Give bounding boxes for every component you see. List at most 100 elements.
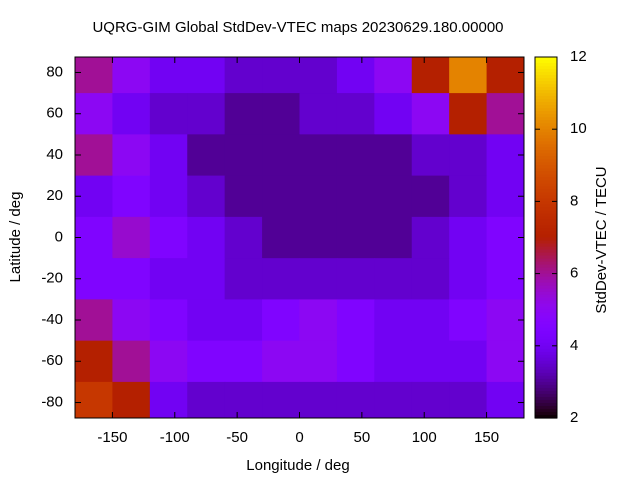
colorbar-step bbox=[535, 372, 557, 377]
colorbar-step bbox=[535, 132, 557, 136]
colorbar-step bbox=[535, 84, 557, 88]
cell bbox=[224, 216, 263, 259]
cell bbox=[374, 381, 413, 418]
cell bbox=[75, 57, 113, 94]
cell bbox=[112, 299, 151, 342]
colorbar-step bbox=[535, 273, 557, 278]
colorbar-tick-label: 6 bbox=[570, 265, 578, 282]
cell bbox=[224, 175, 263, 218]
cell bbox=[299, 258, 338, 300]
cell bbox=[449, 381, 488, 418]
colorbar-step bbox=[535, 309, 557, 314]
colorbar-step bbox=[535, 246, 557, 251]
cell bbox=[149, 216, 188, 259]
colorbar-step bbox=[535, 396, 557, 401]
cell bbox=[449, 216, 488, 259]
colorbar-step bbox=[535, 231, 557, 236]
colorbar-step bbox=[535, 171, 557, 175]
cell bbox=[336, 299, 375, 342]
colorbar-step bbox=[535, 276, 557, 281]
colorbar-tick-label: 12 bbox=[570, 48, 587, 65]
cell bbox=[299, 340, 338, 383]
cell bbox=[336, 57, 375, 94]
y-tick-label: 40 bbox=[46, 146, 63, 163]
cell bbox=[187, 175, 226, 218]
cell bbox=[262, 258, 300, 300]
cell bbox=[411, 216, 450, 259]
colorbar-step bbox=[535, 306, 557, 311]
cell bbox=[336, 134, 375, 177]
cell bbox=[374, 57, 413, 94]
cell bbox=[262, 340, 300, 383]
cell bbox=[262, 134, 300, 177]
colorbar-step bbox=[535, 159, 557, 163]
colorbar-tick-label: 4 bbox=[570, 337, 578, 354]
colorbar-step bbox=[535, 117, 557, 121]
y-tick-label: 0 bbox=[55, 228, 63, 245]
colorbar-step bbox=[535, 279, 557, 284]
cell bbox=[262, 299, 300, 342]
y-tick-label: -60 bbox=[41, 352, 63, 369]
colorbar-step bbox=[535, 201, 557, 206]
cell bbox=[149, 57, 188, 94]
colorbar-step bbox=[535, 90, 557, 94]
cell bbox=[224, 299, 263, 342]
colorbar-step bbox=[535, 387, 557, 392]
colorbar-step bbox=[535, 75, 557, 79]
cell bbox=[149, 134, 188, 177]
colorbar-step bbox=[535, 411, 557, 416]
colorbar-step bbox=[535, 357, 557, 362]
cell bbox=[336, 216, 375, 259]
cell bbox=[224, 93, 263, 135]
cell bbox=[262, 57, 300, 94]
cell bbox=[224, 57, 263, 94]
colorbar-step bbox=[535, 345, 557, 350]
colorbar-step bbox=[535, 258, 557, 263]
cell bbox=[187, 381, 226, 418]
cell bbox=[75, 175, 113, 218]
colorbar-step bbox=[535, 291, 557, 296]
colorbar-step bbox=[535, 120, 557, 124]
colorbar-step bbox=[535, 366, 557, 371]
colorbar-step bbox=[535, 264, 557, 269]
y-tick-label: 60 bbox=[46, 105, 63, 122]
cell bbox=[149, 93, 188, 135]
colorbar-step bbox=[535, 177, 557, 181]
colorbar-step bbox=[535, 60, 557, 64]
y-tick-label: -40 bbox=[41, 311, 63, 328]
cell bbox=[411, 93, 450, 135]
colorbar-step bbox=[535, 252, 557, 257]
cell bbox=[336, 258, 375, 300]
colorbar-step bbox=[535, 144, 557, 148]
colorbar-step bbox=[535, 315, 557, 320]
colorbar-step bbox=[535, 408, 557, 413]
cell bbox=[112, 57, 151, 94]
colorbar-step bbox=[535, 234, 557, 239]
cell bbox=[75, 258, 113, 300]
cell bbox=[149, 175, 188, 218]
colorbar-step bbox=[535, 399, 557, 404]
cell bbox=[374, 216, 413, 259]
colorbar-step bbox=[535, 369, 557, 374]
colorbar-step bbox=[535, 183, 557, 187]
colorbar-step bbox=[535, 207, 557, 212]
cell bbox=[374, 134, 413, 177]
colorbar-step bbox=[535, 213, 557, 218]
cell bbox=[187, 134, 226, 177]
cell bbox=[75, 381, 113, 418]
cell bbox=[411, 57, 450, 94]
colorbar-step bbox=[535, 186, 557, 190]
cell bbox=[299, 216, 338, 259]
colorbar-step bbox=[535, 249, 557, 254]
colorbar-step bbox=[535, 327, 557, 332]
cell bbox=[411, 381, 450, 418]
y-tick-label: 80 bbox=[46, 63, 63, 80]
colorbar-step bbox=[535, 180, 557, 184]
cell bbox=[112, 258, 151, 300]
cell bbox=[336, 340, 375, 383]
x-tick-label: -150 bbox=[97, 429, 127, 446]
cell bbox=[374, 175, 413, 218]
cell bbox=[449, 258, 488, 300]
cell bbox=[262, 381, 300, 418]
